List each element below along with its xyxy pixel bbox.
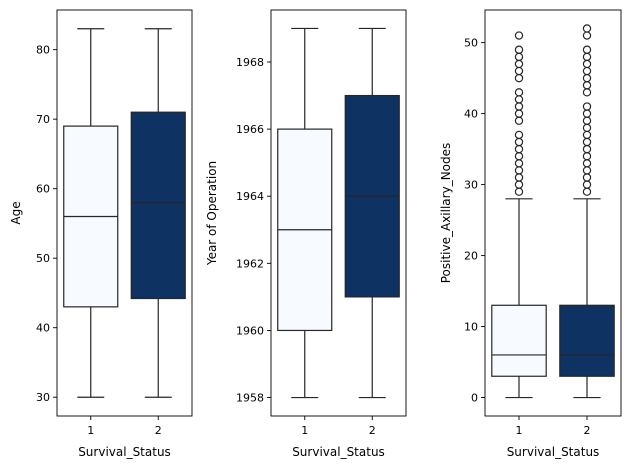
y-tick-label: 20	[464, 250, 478, 263]
outlier-point	[582, 52, 592, 62]
outlier-point	[582, 187, 592, 196]
axes-frame	[56, 9, 193, 417]
outlier-point	[514, 59, 524, 69]
outlier-point	[582, 81, 592, 90]
y-tick-label: 80	[36, 44, 50, 57]
outlier-point	[514, 109, 524, 118]
outlier-point	[582, 31, 592, 40]
box-group-2	[130, 28, 186, 398]
y-tick-label: 60	[36, 183, 50, 196]
y-tick-label: 1966	[236, 123, 264, 136]
box-group-1	[63, 28, 119, 398]
y-tick-label: 0	[471, 392, 478, 405]
y-axis-label: Positive_Axillary_Nodes	[439, 143, 453, 284]
box-1	[491, 304, 547, 377]
y-tick-label: 30	[464, 179, 478, 192]
outlier-point	[514, 31, 524, 40]
x-axis-label: Survival_Status	[292, 445, 385, 459]
x-tick-label: 1	[301, 424, 308, 437]
outlier-point	[582, 45, 592, 54]
subplot-3: 0 10 20 30 40 50 1 2 Survival_Status Positive_Axi…	[439, 9, 622, 459]
x-tick-label: 1	[87, 424, 94, 437]
outlier-point	[514, 173, 524, 182]
outlier-point	[514, 66, 524, 76]
outlier-point	[582, 66, 592, 76]
x-tick-label: 2	[155, 424, 162, 437]
outlier-point	[582, 88, 592, 97]
axes-frame	[270, 9, 407, 417]
y-tick-label: 40	[36, 322, 50, 335]
outlier-point	[514, 152, 524, 161]
outlier-point	[582, 24, 592, 33]
outlier-point	[582, 159, 592, 168]
y-axis-label: Year of Operation	[205, 161, 219, 266]
outlier-point	[582, 123, 592, 133]
y-tick-label: 1962	[236, 257, 264, 270]
subplot-1: 30 40 50 60 70 80 1 2 Survival_Status Age	[9, 9, 193, 459]
x-tick-label: 2	[584, 424, 591, 437]
outlier-point	[582, 137, 592, 147]
outlier-point	[514, 52, 524, 62]
outlier-point	[514, 116, 524, 125]
y-tick-label: 1964	[236, 190, 264, 203]
outlier-point	[582, 144, 592, 154]
box-2	[559, 304, 615, 377]
outlier-point	[582, 173, 592, 182]
axes-frame	[484, 9, 622, 417]
y-tick-label: 10	[464, 321, 478, 334]
y-tick-label: 70	[36, 113, 50, 126]
box-group-1	[277, 27, 333, 399]
outlier-point	[582, 116, 592, 125]
y-tick-label: 40	[464, 108, 478, 121]
outlier-point	[582, 130, 592, 140]
outlier-point	[582, 59, 592, 69]
x-axis-label: Survival_Status	[78, 445, 171, 459]
y-tick-label: 1968	[236, 56, 264, 69]
y-tick-label: 1958	[236, 392, 264, 405]
outlier-point	[514, 180, 524, 189]
outlier-point	[582, 102, 592, 111]
outlier-point	[514, 137, 524, 147]
box-group-1	[491, 31, 547, 399]
y-tick-label: 30	[36, 391, 50, 404]
x-axis-label: Survival_Status	[507, 445, 600, 459]
y-tick-label: 50	[36, 252, 50, 265]
outlier-point	[514, 45, 524, 54]
outlier-point	[514, 187, 524, 196]
outlier-point	[582, 152, 592, 161]
outlier-point	[514, 95, 524, 104]
outlier-point	[514, 73, 524, 83]
outlier-point	[514, 144, 524, 154]
x-tick-label: 2	[369, 424, 376, 437]
outlier-point	[514, 159, 524, 168]
y-tick-label: 1960	[236, 324, 264, 337]
outlier-point	[514, 88, 524, 97]
box-2	[130, 111, 186, 300]
outlier-point	[582, 73, 592, 83]
x-tick-label: 1	[516, 424, 523, 437]
outlier-point	[514, 130, 524, 140]
outlier-point	[514, 102, 524, 111]
outlier-point	[514, 166, 524, 175]
outlier-point	[582, 109, 592, 118]
y-axis-label: Age	[9, 201, 23, 224]
box-group-2	[559, 24, 615, 399]
box-group-2	[344, 27, 400, 399]
outlier-point	[582, 180, 592, 189]
outlier-point	[582, 166, 592, 175]
y-tick-label: 50	[464, 37, 478, 50]
subplot-2: 1958 1960 1962 1964 1966 1968 1 2 Survival_Statu…	[205, 9, 407, 459]
